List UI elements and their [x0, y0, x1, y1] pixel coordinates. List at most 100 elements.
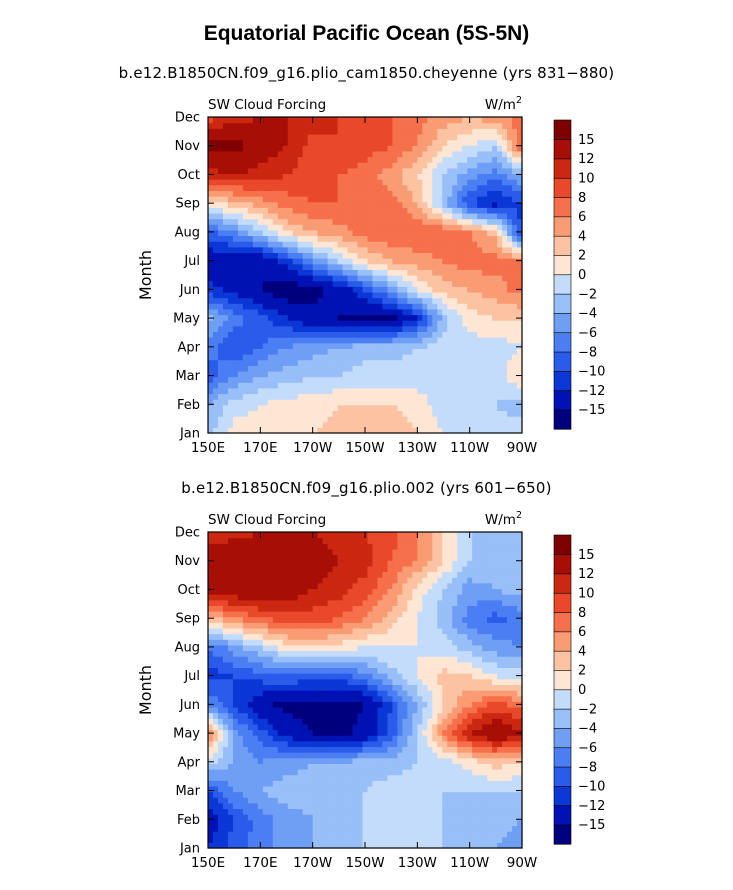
heatmap-cell — [362, 269, 369, 276]
heatmap-cell — [357, 763, 364, 770]
heatmap-cell — [272, 410, 279, 417]
heatmap-cell — [287, 746, 294, 753]
heatmap-cell — [492, 280, 498, 287]
heatmap-cell — [367, 427, 374, 434]
heatmap-cell — [362, 421, 369, 428]
heatmap-cell — [422, 382, 428, 389]
heatmap-cell — [352, 393, 359, 400]
y-tick-label: Dec — [175, 111, 200, 126]
heatmap-cell — [302, 723, 309, 731]
heatmap-cell — [482, 814, 488, 821]
heatmap-cell — [257, 162, 264, 169]
heatmap-cell — [402, 387, 408, 395]
heatmap-cell — [247, 723, 254, 731]
heatmap-cell — [462, 308, 468, 316]
heatmap-cell — [212, 370, 219, 378]
heatmap-cell — [247, 263, 254, 270]
heatmap-cell — [377, 128, 384, 135]
heatmap-cell — [502, 297, 508, 304]
heatmap-cell — [257, 370, 264, 378]
heatmap-cell — [287, 342, 294, 349]
heatmap-cell — [208, 359, 214, 366]
heatmap-cell — [347, 139, 354, 146]
heatmap-cell — [457, 416, 463, 423]
heatmap-cell — [497, 785, 503, 793]
heatmap-cell — [502, 836, 508, 843]
heatmap-cell — [357, 421, 364, 428]
heatmap-cell — [287, 179, 294, 186]
heatmap-cell — [422, 836, 428, 843]
heatmap-cell — [332, 797, 339, 804]
heatmap-cell — [502, 757, 508, 764]
heatmap-cell — [297, 729, 304, 736]
heatmap-cell — [262, 808, 269, 815]
heatmap-cell — [517, 393, 523, 400]
heatmap-cell — [422, 156, 428, 163]
heatmap-cell — [212, 150, 219, 158]
heatmap-cell — [342, 348, 349, 355]
heatmap-cell — [362, 791, 369, 798]
heatmap-cell — [347, 246, 354, 254]
heatmap-cell — [462, 393, 468, 400]
heatmap-cell — [492, 156, 498, 163]
colorbar-swatch — [553, 370, 572, 391]
heatmap-cell — [327, 212, 334, 220]
heatmap-cell — [432, 819, 438, 827]
heatmap-cell — [222, 802, 229, 810]
heatmap-cell — [277, 150, 284, 158]
heatmap-cell — [247, 780, 254, 787]
heatmap-cell — [497, 297, 503, 304]
heatmap-cell — [442, 275, 448, 282]
heatmap-cell — [232, 393, 239, 400]
heatmap-cell — [422, 145, 428, 152]
heatmap-cell — [407, 723, 413, 731]
heatmap-cell — [307, 819, 314, 827]
heatmap-cell — [357, 785, 364, 793]
heatmap-cell — [302, 752, 309, 759]
heatmap-cell — [302, 314, 309, 321]
heatmap-cell — [492, 224, 498, 231]
heatmap-cell — [447, 156, 453, 163]
heatmap-cell — [222, 348, 229, 355]
heatmap-cell — [517, 416, 523, 423]
heatmap-cell — [497, 156, 503, 163]
y-tick-label: Apr — [178, 340, 201, 355]
heatmap-cell — [437, 791, 443, 798]
heatmap-cell — [237, 179, 244, 186]
heatmap-cell — [492, 780, 498, 787]
heatmap-cell — [367, 763, 374, 770]
heatmap-cell — [212, 785, 219, 793]
heatmap-cell — [462, 780, 468, 787]
heatmap-cell — [222, 797, 229, 804]
heatmap-cell — [372, 246, 379, 254]
heatmap-cell — [517, 117, 523, 124]
heatmap-cell — [332, 258, 339, 265]
heatmap-cell — [312, 139, 319, 146]
heatmap-cell — [367, 122, 374, 129]
heatmap-cell — [482, 359, 488, 366]
heatmap-cell — [297, 842, 304, 849]
heatmap-cell — [337, 235, 344, 242]
heatmap-cell — [342, 297, 349, 304]
heatmap-cell — [457, 145, 463, 152]
heatmap-cell — [352, 746, 359, 753]
heatmap-cell — [332, 218, 339, 225]
heatmap-cell — [512, 218, 518, 225]
heatmap-cell — [252, 808, 259, 815]
heatmap-cell — [492, 382, 498, 389]
heatmap-cell — [292, 252, 299, 259]
heatmap-cell — [267, 320, 274, 327]
heatmap-cell — [487, 740, 493, 748]
heatmap-cell — [232, 757, 239, 764]
heatmap-cell — [457, 382, 463, 389]
heatmap-cell — [517, 421, 523, 428]
heatmap-cell — [417, 376, 423, 383]
heatmap-cell — [407, 286, 413, 293]
heatmap-cell — [337, 133, 344, 141]
heatmap-cell — [302, 416, 309, 423]
heatmap-cell — [312, 320, 319, 327]
heatmap-cell — [402, 393, 408, 400]
heatmap-cell — [212, 314, 219, 321]
heatmap-cell — [397, 746, 403, 753]
heatmap-cell — [242, 145, 249, 152]
